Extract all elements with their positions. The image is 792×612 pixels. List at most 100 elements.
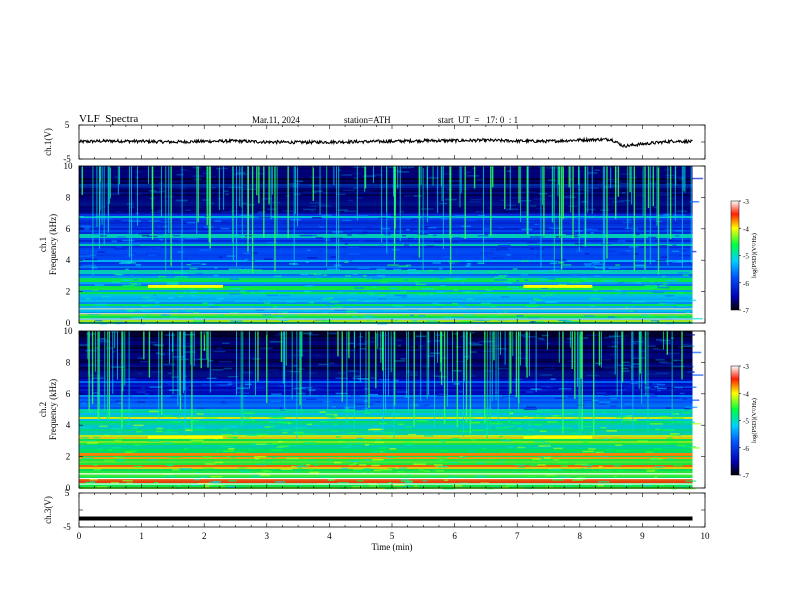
spectrogram-speckle bbox=[647, 182, 658, 185]
spectrogram-speckle bbox=[408, 272, 422, 274]
spectrogram-speckle bbox=[233, 237, 238, 240]
spectrogram-speckle bbox=[466, 272, 472, 274]
spectrogram-speckle bbox=[606, 207, 616, 210]
spectrogram-speckle bbox=[619, 335, 629, 337]
spectrogram-speckle bbox=[618, 252, 630, 255]
spectrogram-speckle bbox=[156, 427, 163, 430]
spectrogram-speckle bbox=[585, 190, 591, 192]
spectrogram-speckle bbox=[213, 274, 219, 277]
spectrogram-speckle bbox=[476, 178, 482, 181]
spectrogram-speckle bbox=[185, 221, 196, 224]
spectrogram-speckle bbox=[192, 428, 205, 431]
spectrogram-speckle bbox=[525, 191, 537, 194]
spectrogram-speckle bbox=[131, 449, 138, 452]
spectrogram-speckle bbox=[378, 422, 387, 425]
spectrogram-speckle bbox=[279, 445, 289, 448]
spectrogram-speckle bbox=[251, 283, 262, 285]
spectrogram-speckle bbox=[100, 338, 105, 340]
spectrogram-speckle bbox=[476, 462, 485, 464]
spectrogram-speckle bbox=[305, 191, 310, 193]
spectrogram-speckle bbox=[496, 248, 509, 250]
spectrogram-speckle bbox=[429, 176, 434, 179]
spectrogram-speckle bbox=[87, 442, 98, 444]
spectrogram-speckle bbox=[448, 260, 460, 263]
spectrogram-speckle bbox=[264, 426, 271, 428]
chart-title: VLF Spectra bbox=[79, 113, 139, 125]
spectrogram-speckle bbox=[290, 218, 302, 221]
spectrogram-speckle bbox=[169, 316, 179, 319]
spectrogram-speckle bbox=[469, 418, 475, 420]
spectrogram-speckle bbox=[664, 229, 673, 231]
spectrogram-speckle bbox=[92, 392, 99, 394]
spectrogram-speckle bbox=[461, 225, 471, 228]
spectrogram-speckle bbox=[246, 204, 255, 206]
spectrogram-speckle bbox=[122, 239, 135, 242]
spectrogram-speckle bbox=[507, 286, 519, 289]
y-tick-label: 4 bbox=[66, 255, 71, 265]
spectrogram-speckle bbox=[104, 434, 110, 437]
spectrogram-speckle bbox=[80, 317, 92, 319]
spectrogram-speckle bbox=[255, 309, 265, 311]
spectrogram-speckle bbox=[148, 254, 158, 256]
spectrogram-speckle bbox=[412, 320, 418, 322]
spectrogram-speckle bbox=[683, 421, 695, 424]
spectrogram-speckle bbox=[285, 445, 299, 447]
spectrogram-speckle bbox=[140, 387, 146, 389]
spectrogram-speckle bbox=[169, 344, 183, 346]
spectrogram-speckle bbox=[459, 455, 464, 458]
spectrogram-speckle bbox=[431, 302, 439, 305]
spectrogram-speckle bbox=[523, 415, 528, 418]
spectrogram-speckle bbox=[550, 468, 563, 471]
spectrogram-speckle bbox=[406, 474, 410, 476]
spectrogram-speckle bbox=[640, 287, 653, 290]
spectrogram-speckle bbox=[314, 319, 327, 321]
spectrogram-speckle bbox=[584, 287, 594, 289]
spectrogram-speckle bbox=[646, 230, 650, 232]
spectrogram-speckle bbox=[229, 278, 239, 280]
spectrogram-speckle bbox=[170, 282, 178, 285]
spectrogram-speckle bbox=[377, 275, 386, 277]
spectrogram-speckle bbox=[274, 275, 282, 278]
spectrogram-speckle bbox=[328, 332, 337, 335]
x-tick-label: 1 bbox=[139, 531, 144, 541]
spectrogram-speckle bbox=[598, 481, 610, 483]
spectrogram-speckle bbox=[607, 238, 619, 240]
spectrogram-speckle bbox=[237, 287, 242, 290]
spectrogram-speckle bbox=[455, 346, 462, 348]
spectrogram-speckle bbox=[516, 280, 520, 282]
spectrogram-row bbox=[79, 302, 693, 304]
enhanced-band bbox=[147, 284, 223, 288]
spectrogram-speckle bbox=[622, 419, 629, 421]
spectrogram-speckle bbox=[248, 448, 252, 451]
spectrogram-speckle bbox=[272, 316, 285, 319]
spectrogram-speckle bbox=[616, 470, 626, 472]
spectrogram-row bbox=[79, 176, 693, 178]
spectrogram-speckle bbox=[345, 349, 355, 352]
spectrogram-speckle bbox=[336, 193, 346, 196]
spectrogram-speckle bbox=[114, 322, 121, 325]
spectrogram-row bbox=[79, 316, 693, 318]
spectrogram-speckle bbox=[441, 441, 446, 443]
spectrogram-speckle bbox=[344, 210, 357, 213]
spectrogram-speckle bbox=[548, 310, 556, 312]
spectrogram-speckle bbox=[168, 297, 174, 299]
spectrogram-speckle bbox=[389, 292, 402, 294]
spectrogram-speckle bbox=[157, 225, 161, 228]
spectrogram-speckle bbox=[395, 294, 408, 297]
spectrogram-speckle bbox=[573, 247, 578, 250]
spectrogram-row bbox=[79, 258, 693, 260]
spectrogram-speckle bbox=[378, 244, 385, 247]
spectrogram-speckle bbox=[612, 251, 619, 253]
spectrogram-row bbox=[79, 170, 693, 172]
spectrogram-speckle bbox=[460, 320, 473, 323]
spectrogram-speckle bbox=[269, 421, 282, 423]
spectrogram-speckle bbox=[274, 247, 282, 249]
spectrogram-speckle bbox=[603, 367, 616, 369]
spectrogram-speckle bbox=[228, 383, 233, 385]
y-axis-label: ch.1(V) bbox=[43, 128, 53, 156]
spectrogram-speckle bbox=[269, 341, 283, 343]
spectrogram-speckle bbox=[553, 259, 567, 261]
spectrogram-speckle bbox=[200, 193, 207, 195]
spectrogram-speckle bbox=[408, 237, 415, 240]
spectrogram-speckle bbox=[305, 234, 318, 237]
